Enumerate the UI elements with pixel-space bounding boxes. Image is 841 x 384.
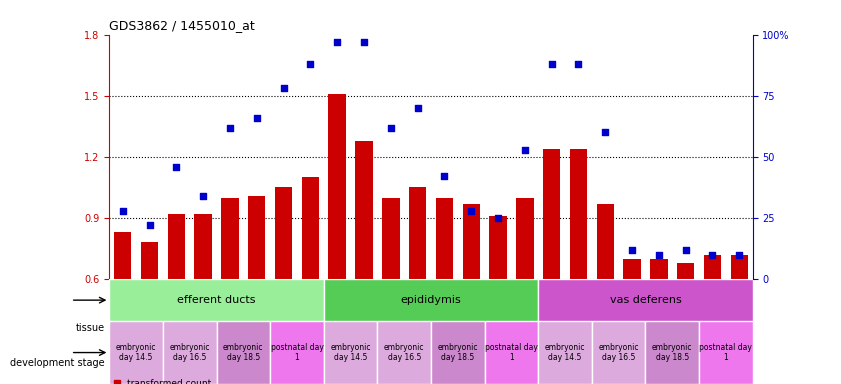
Point	[170, 164, 183, 170]
Text: embryonic
day 18.5: embryonic day 18.5	[223, 343, 263, 362]
Bar	[645, 321, 699, 384]
Bar	[704, 255, 722, 279]
Text: postnatal day
1: postnatal day 1	[700, 343, 753, 362]
Bar	[543, 149, 560, 279]
Bar	[324, 279, 538, 321]
Bar	[463, 204, 480, 279]
Bar	[699, 321, 753, 384]
Text: embryonic
day 14.5: embryonic day 14.5	[116, 343, 156, 362]
Point	[733, 252, 746, 258]
Bar	[592, 321, 645, 384]
Bar	[409, 187, 426, 279]
Point	[304, 61, 317, 67]
Bar	[270, 321, 324, 384]
Point	[116, 208, 130, 214]
Bar	[221, 198, 239, 279]
Point	[437, 173, 451, 179]
Bar	[650, 259, 668, 279]
Bar	[431, 321, 484, 384]
Text: GDS3862 / 1455010_at: GDS3862 / 1455010_at	[109, 19, 255, 32]
Point	[143, 222, 156, 228]
Point	[331, 39, 344, 45]
Bar	[167, 214, 185, 279]
Bar	[109, 279, 324, 321]
Bar	[378, 321, 431, 384]
Point	[679, 247, 692, 253]
Text: epididymis: epididymis	[400, 295, 462, 305]
Bar	[329, 94, 346, 279]
Bar	[194, 214, 212, 279]
Legend: transformed count, percentile rank within the sample: transformed count, percentile rank withi…	[114, 379, 281, 384]
Point	[277, 85, 290, 91]
Bar	[302, 177, 319, 279]
Text: tissue: tissue	[76, 323, 105, 333]
Bar	[217, 321, 270, 384]
Point	[545, 61, 558, 67]
Point	[626, 247, 639, 253]
Bar	[516, 198, 533, 279]
Bar	[324, 321, 378, 384]
Bar	[623, 259, 641, 279]
Point	[518, 146, 532, 152]
Bar	[538, 321, 592, 384]
Bar	[248, 195, 266, 279]
Text: embryonic
day 14.5: embryonic day 14.5	[331, 343, 371, 362]
Point	[599, 129, 612, 136]
Text: efferent ducts: efferent ducts	[177, 295, 256, 305]
Bar	[489, 216, 507, 279]
Text: embryonic
day 14.5: embryonic day 14.5	[545, 343, 585, 362]
Bar	[109, 321, 163, 384]
Point	[411, 105, 425, 111]
Point	[197, 193, 210, 199]
Bar	[114, 232, 131, 279]
Text: vas deferens: vas deferens	[610, 295, 681, 305]
Text: embryonic
day 16.5: embryonic day 16.5	[599, 343, 639, 362]
Text: embryonic
day 16.5: embryonic day 16.5	[384, 343, 425, 362]
Bar	[382, 198, 399, 279]
Point	[384, 124, 398, 131]
Text: embryonic
day 16.5: embryonic day 16.5	[170, 343, 210, 362]
Point	[223, 124, 236, 131]
Text: embryonic
day 18.5: embryonic day 18.5	[437, 343, 478, 362]
Text: development stage: development stage	[10, 358, 105, 368]
Bar	[538, 279, 753, 321]
Bar	[569, 149, 587, 279]
Point	[572, 61, 585, 67]
Bar	[731, 255, 748, 279]
Bar	[436, 198, 453, 279]
Bar	[140, 242, 158, 279]
Bar	[596, 204, 614, 279]
Point	[250, 115, 263, 121]
Bar	[275, 187, 293, 279]
Bar	[484, 321, 538, 384]
Text: postnatal day
1: postnatal day 1	[485, 343, 538, 362]
Text: postnatal day
1: postnatal day 1	[271, 343, 324, 362]
Point	[491, 215, 505, 221]
Point	[706, 252, 719, 258]
Point	[357, 39, 371, 45]
Text: embryonic
day 18.5: embryonic day 18.5	[652, 343, 692, 362]
Bar	[355, 141, 373, 279]
Bar	[163, 321, 217, 384]
Point	[464, 208, 478, 214]
Bar	[677, 263, 695, 279]
Point	[652, 252, 665, 258]
